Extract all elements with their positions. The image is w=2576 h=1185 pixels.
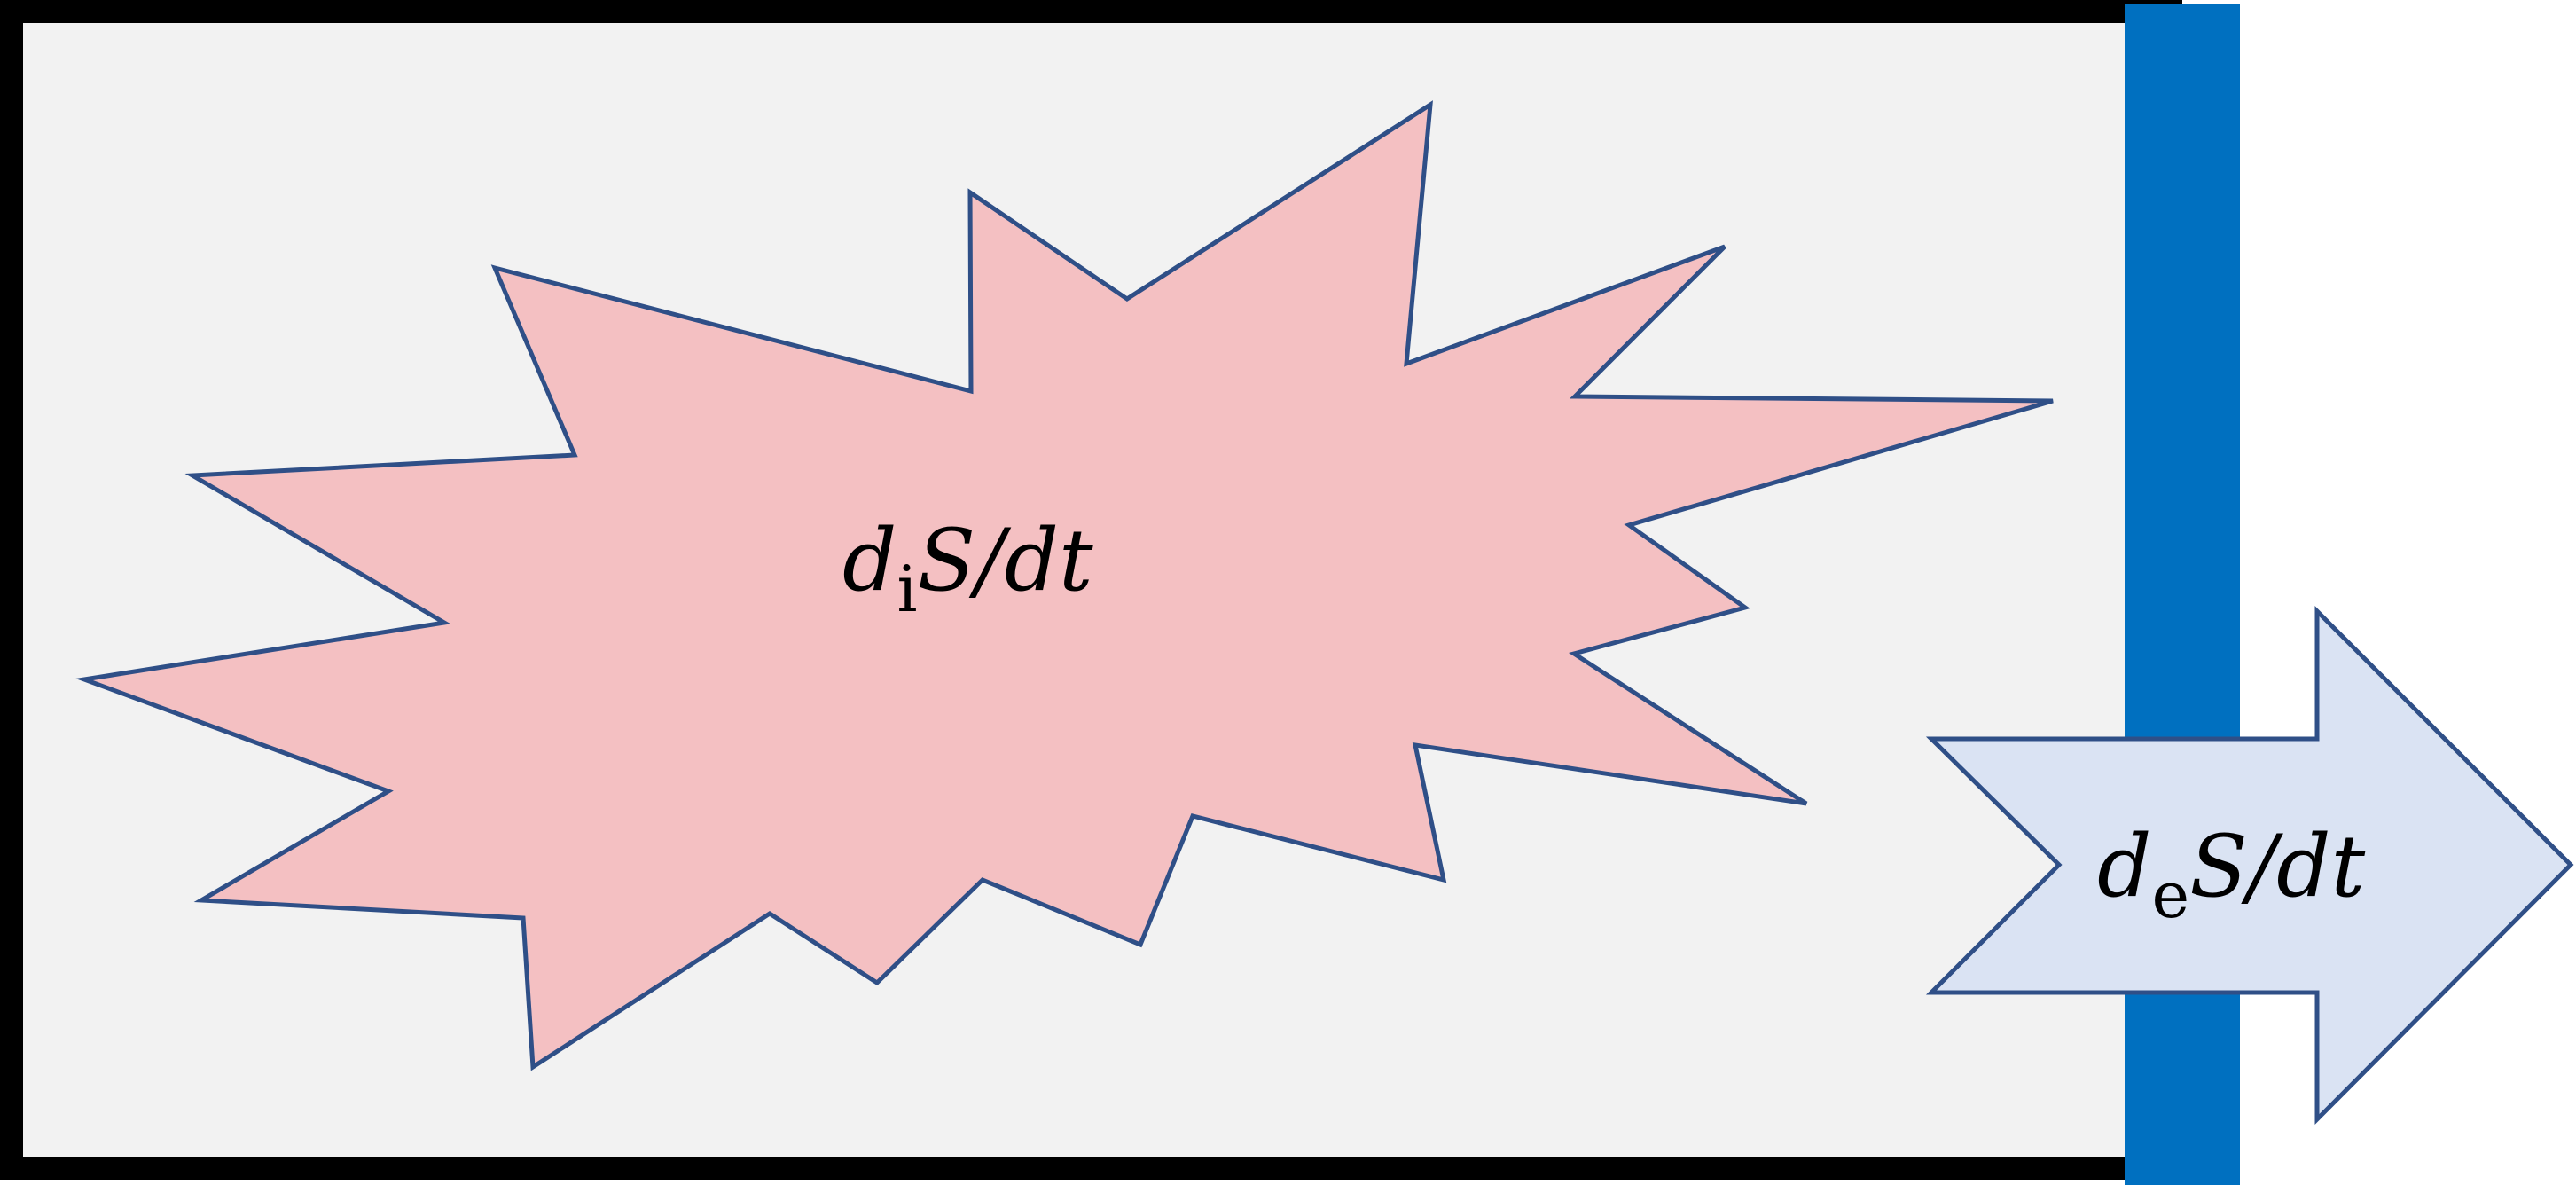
- external-label-prefix: d: [2097, 817, 2151, 916]
- entropy-production-burst: [75, 100, 2054, 1071]
- internal-label-prefix: d: [842, 511, 897, 610]
- internal-label-suffix: S/dt: [917, 511, 1093, 610]
- external-label-subscript: e: [2151, 858, 2189, 932]
- external-label-suffix: S/dt: [2189, 817, 2366, 916]
- system-boundary-wall: [2125, 4, 2240, 1185]
- internal-label-subscript: i: [897, 552, 917, 626]
- external-entropy-label: deS/dt: [2097, 817, 2366, 932]
- internal-entropy-label: diS/dt: [842, 511, 1093, 626]
- entropy-flux-arrow: [1925, 605, 2574, 1126]
